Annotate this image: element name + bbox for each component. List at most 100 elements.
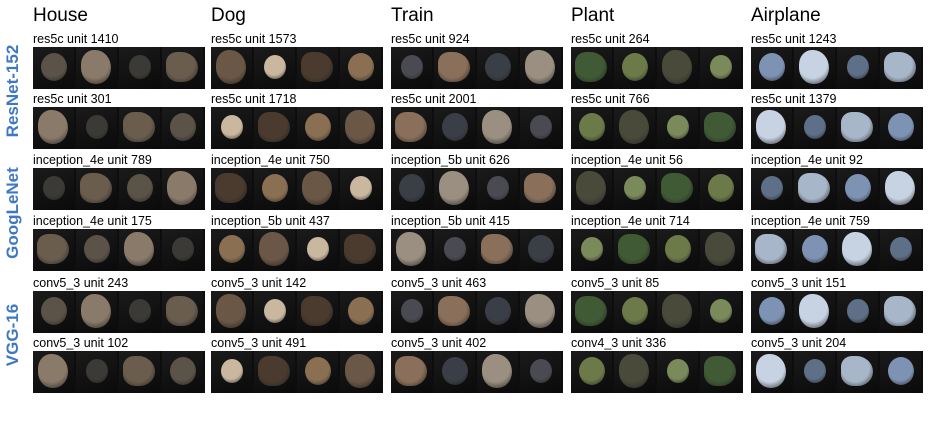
activation-thumbnail [391, 168, 432, 210]
activation-thumbnail [434, 47, 475, 89]
activation-thumbnail [880, 351, 921, 393]
activation-thumbnail [434, 291, 475, 333]
top-activation-strip [33, 351, 205, 393]
unit-label: res5c unit 1243 [751, 32, 837, 46]
activation-thumbnail [119, 47, 160, 89]
activation-thumbnail [254, 291, 295, 333]
unit-cell: inception_5b unit 437 [211, 214, 383, 272]
activation-thumbnail [119, 107, 160, 149]
unit-cell: conv5_3 unit 142 [211, 276, 383, 334]
activation-thumbnail [162, 229, 203, 271]
activation-thumbnail [391, 107, 432, 149]
unit-label: inception_4e unit 92 [751, 153, 863, 167]
top-activation-strip [751, 291, 923, 333]
activation-thumbnail [211, 47, 252, 89]
unit-label: conv5_3 unit 102 [33, 336, 129, 350]
top-activation-strip [33, 47, 205, 89]
unit-cell: res5c unit 264 [571, 32, 743, 90]
top-activation-strip [391, 351, 563, 393]
unit-cell: res5c unit 1718 [211, 92, 383, 150]
activation-thumbnail [794, 47, 835, 89]
activation-grid-figure: House Dog Train Plant Airplane ResNet-152 Goo… [3, 5, 923, 393]
activation-thumbnail [794, 168, 835, 210]
activation-thumbnail [340, 107, 381, 149]
activation-thumbnail [162, 291, 203, 333]
activation-thumbnail [340, 291, 381, 333]
unit-cell: inception_4e unit 92 [751, 153, 923, 211]
top-activation-strip [571, 351, 743, 393]
unit-label: inception_4e unit 56 [571, 153, 683, 167]
activation-thumbnail [340, 351, 381, 393]
activation-thumbnail [76, 107, 117, 149]
unit-label: res5c unit 1573 [211, 32, 297, 46]
unit-cell: res5c unit 301 [33, 92, 205, 150]
activation-thumbnail [571, 229, 612, 271]
activation-thumbnail [162, 107, 203, 149]
activation-thumbnail [119, 168, 160, 210]
top-activation-strip [751, 107, 923, 149]
activation-thumbnail [751, 291, 792, 333]
unit-label: conv5_3 unit 243 [33, 276, 129, 290]
activation-thumbnail [614, 291, 655, 333]
top-activation-strip [391, 291, 563, 333]
activation-thumbnail [520, 168, 561, 210]
top-activation-strip [33, 107, 205, 149]
activation-thumbnail [434, 168, 475, 210]
unit-label: res5c unit 1410 [33, 32, 119, 46]
activation-thumbnail [33, 351, 74, 393]
top-activation-strip [391, 107, 563, 149]
unit-label: res5c unit 264 [571, 32, 650, 46]
unit-label: inception_5b unit 415 [391, 214, 510, 228]
unit-label: inception_5b unit 626 [391, 153, 510, 167]
activation-thumbnail [880, 229, 921, 271]
unit-cell: inception_4e unit 789 [33, 153, 205, 211]
activation-thumbnail [657, 168, 698, 210]
activation-thumbnail [33, 291, 74, 333]
activation-thumbnail [254, 229, 295, 271]
activation-thumbnail [297, 107, 338, 149]
unit-label: inception_4e unit 759 [751, 214, 870, 228]
activation-thumbnail [33, 107, 74, 149]
activation-thumbnail [837, 291, 878, 333]
top-activation-strip [571, 229, 743, 271]
unit-cell: inception_4e unit 714 [571, 214, 743, 272]
activation-thumbnail [211, 291, 252, 333]
activation-thumbnail [614, 47, 655, 89]
top-activation-strip [391, 168, 563, 210]
activation-thumbnail [162, 168, 203, 210]
activation-thumbnail [520, 291, 561, 333]
activation-thumbnail [162, 351, 203, 393]
unit-cell: res5c unit 924 [391, 32, 563, 90]
activation-thumbnail [751, 229, 792, 271]
activation-thumbnail [33, 47, 74, 89]
activation-thumbnail [520, 47, 561, 89]
activation-thumbnail [211, 107, 252, 149]
activation-thumbnail [76, 168, 117, 210]
unit-cell: res5c unit 1410 [33, 32, 205, 90]
activation-thumbnail [297, 168, 338, 210]
activation-thumbnail [477, 47, 518, 89]
unit-label: res5c unit 301 [33, 92, 112, 106]
activation-thumbnail [477, 351, 518, 393]
top-activation-strip [571, 168, 743, 210]
activation-thumbnail [657, 229, 698, 271]
unit-cell: conv5_3 unit 85 [571, 276, 743, 334]
activation-thumbnail [76, 351, 117, 393]
activation-thumbnail [657, 351, 698, 393]
unit-cell: res5c unit 1573 [211, 32, 383, 90]
activation-thumbnail [657, 107, 698, 149]
top-activation-strip [751, 47, 923, 89]
activation-thumbnail [837, 351, 878, 393]
unit-cell: inception_4e unit 750 [211, 153, 383, 211]
activation-thumbnail [837, 107, 878, 149]
activation-thumbnail [477, 291, 518, 333]
unit-cell: inception_5b unit 415 [391, 214, 563, 272]
unit-label: conv5_3 unit 151 [751, 276, 847, 290]
unit-label: conv5_3 unit 491 [211, 336, 307, 350]
unit-cell: inception_4e unit 56 [571, 153, 743, 211]
activation-thumbnail [700, 229, 741, 271]
unit-label: conv4_3 unit 336 [571, 336, 667, 350]
unit-label: res5c unit 766 [571, 92, 650, 106]
activation-thumbnail [880, 291, 921, 333]
activation-thumbnail [794, 351, 835, 393]
